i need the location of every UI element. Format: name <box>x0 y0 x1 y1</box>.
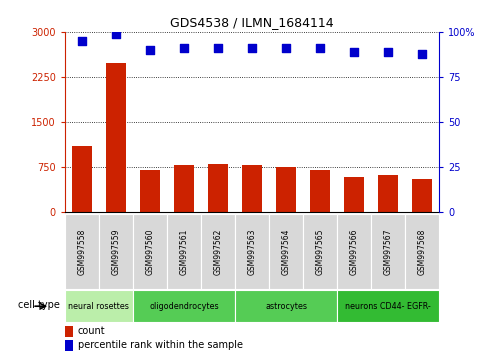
Bar <box>310 170 330 212</box>
Bar <box>201 214 235 289</box>
Text: GSM997561: GSM997561 <box>180 228 189 275</box>
Text: percentile rank within the sample: percentile rank within the sample <box>78 341 243 350</box>
Point <box>214 45 222 51</box>
Bar <box>133 290 235 322</box>
Bar <box>65 290 133 322</box>
Point <box>146 47 154 53</box>
Bar <box>167 214 201 289</box>
Text: oligodendrocytes: oligodendrocytes <box>149 302 219 311</box>
Bar <box>378 175 398 212</box>
Text: astrocytes: astrocytes <box>265 302 307 311</box>
Text: neurons CD44- EGFR-: neurons CD44- EGFR- <box>345 302 431 311</box>
Bar <box>208 164 228 212</box>
Bar <box>133 214 167 289</box>
Bar <box>235 290 337 322</box>
Text: GSM997563: GSM997563 <box>248 228 256 275</box>
Text: GSM997566: GSM997566 <box>350 228 359 275</box>
Point <box>282 45 290 51</box>
Text: count: count <box>78 326 106 336</box>
Text: GSM997559: GSM997559 <box>111 228 120 275</box>
Title: GDS4538 / ILMN_1684114: GDS4538 / ILMN_1684114 <box>170 16 334 29</box>
Bar <box>242 165 262 212</box>
Bar <box>371 214 405 289</box>
Text: GSM997568: GSM997568 <box>418 228 427 275</box>
Text: GSM997558: GSM997558 <box>77 228 86 275</box>
Bar <box>276 167 296 212</box>
Text: GSM997565: GSM997565 <box>315 228 324 275</box>
Bar <box>174 165 194 212</box>
Text: neural rosettes: neural rosettes <box>68 302 129 311</box>
Text: cell type: cell type <box>18 300 60 310</box>
Point <box>316 45 324 51</box>
Bar <box>235 214 269 289</box>
Bar <box>65 340 73 351</box>
Point <box>180 45 188 51</box>
Point <box>384 49 392 55</box>
Point <box>112 31 120 36</box>
Bar <box>412 179 432 212</box>
Bar <box>405 214 439 289</box>
Bar <box>65 214 99 289</box>
Bar <box>303 214 337 289</box>
Bar <box>337 214 371 289</box>
Point <box>78 38 86 44</box>
Text: GSM997567: GSM997567 <box>384 228 393 275</box>
Bar <box>140 170 160 212</box>
Bar <box>106 63 126 212</box>
Point <box>350 49 358 55</box>
Text: GSM997562: GSM997562 <box>214 228 223 275</box>
Bar <box>344 177 364 212</box>
Bar <box>337 290 439 322</box>
Bar <box>72 146 92 212</box>
Text: GSM997564: GSM997564 <box>281 228 290 275</box>
Bar <box>269 214 303 289</box>
Bar <box>65 326 73 337</box>
Bar <box>99 214 133 289</box>
Point <box>248 45 256 51</box>
Text: GSM997560: GSM997560 <box>145 228 154 275</box>
Point <box>418 51 426 56</box>
